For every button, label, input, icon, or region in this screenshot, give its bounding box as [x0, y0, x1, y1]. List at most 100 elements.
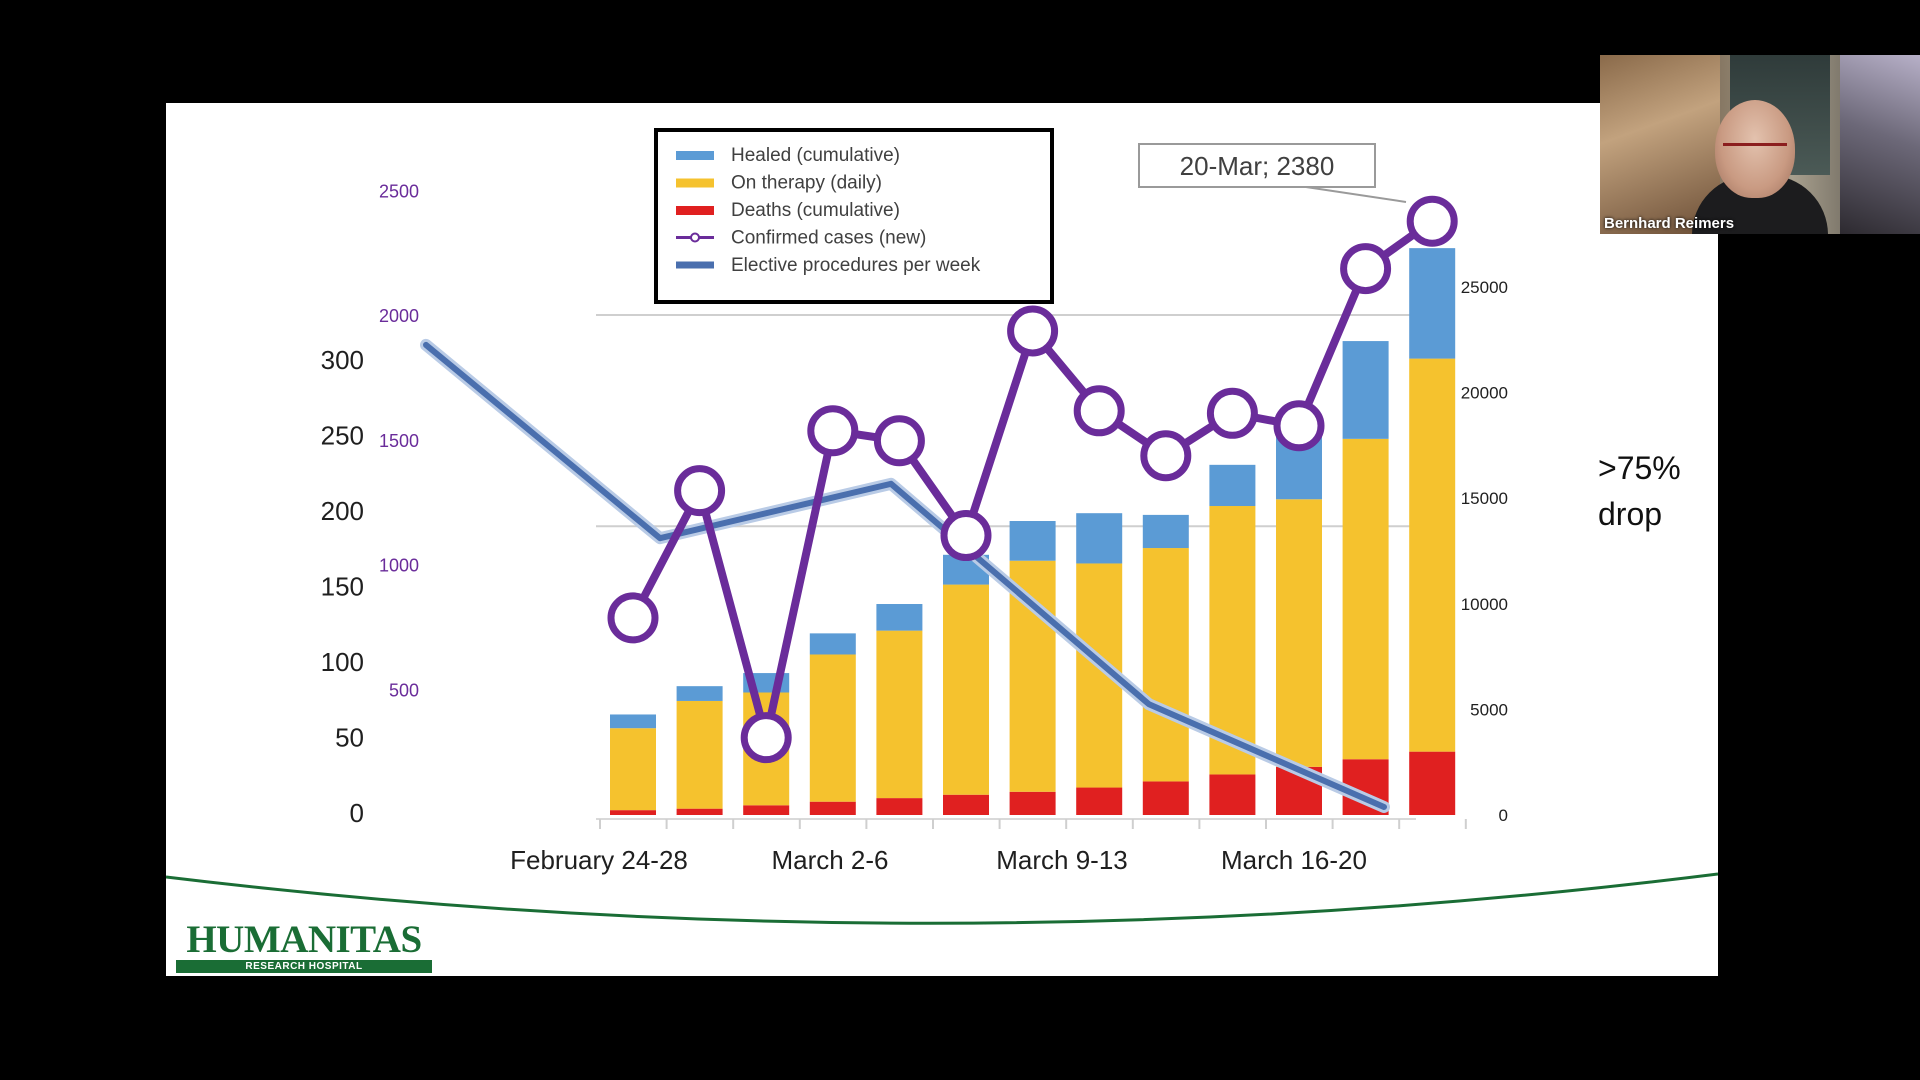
bar-stack: [876, 604, 923, 815]
on-therapy-bar: [943, 584, 989, 795]
confirmed-cases-marker: [607, 592, 659, 644]
confirmed-cases-marker: [1140, 430, 1192, 482]
right-axis-tick: 0: [1499, 806, 1508, 825]
confirmed-cases-marker: [940, 510, 992, 562]
bar-value-axis: 0 5000 10000 15000 20000 25000: [1461, 278, 1508, 825]
deaths-bar: [876, 798, 923, 815]
deaths-bar: [1009, 791, 1056, 815]
bar-stack: [1342, 341, 1389, 815]
deaths-bar: [1076, 787, 1123, 815]
x-axis-label: March 16-20: [1221, 845, 1367, 875]
footer-swoosh: [166, 872, 1718, 925]
cases-axis-tick: 1000: [379, 556, 419, 576]
deaths-bar: [743, 805, 790, 815]
cases-axis-tick: 2500: [379, 181, 419, 201]
confirmed-cases-marker: [807, 405, 859, 457]
confirmed-cases-marker: [1406, 195, 1458, 247]
right-axis-tick: 10000: [1461, 595, 1508, 614]
legend-swatch: [676, 206, 714, 215]
callout-label: 20-Mar; 2380: [1180, 151, 1335, 181]
confirmed-cases-marker: [1206, 387, 1258, 439]
legend-label: Deaths (cumulative): [731, 200, 900, 221]
healed-bar: [1209, 464, 1256, 507]
on-therapy-bar: [809, 654, 856, 802]
legend-swatch: [676, 151, 714, 160]
legend-label: Healed (cumulative): [731, 145, 900, 166]
procedures-line: [423, 341, 1387, 810]
participant-video-tile[interactable]: Bernhard Reimers: [1600, 55, 1920, 234]
drop-annotation: >75% drop: [1598, 450, 1681, 532]
on-therapy-bar: [876, 630, 923, 799]
on-therapy-bar: [676, 700, 723, 809]
deaths-bar: [943, 794, 989, 815]
healed-bar: [676, 686, 723, 701]
slide: 0 50 100 150 200 250 300 500 1000 1500 2000 2500 0…: [166, 103, 1718, 976]
confirmed-cases-axis: 500 1000 1500 2000 2500: [379, 181, 419, 700]
healed-bar: [1409, 248, 1456, 359]
on-therapy-bar: [1276, 499, 1322, 767]
deaths-bar: [1409, 751, 1456, 815]
background-painting-right: [1840, 55, 1920, 234]
cases-axis-tick: 2000: [379, 306, 419, 326]
procedures-axis-tick: 50: [335, 723, 364, 753]
participant-head: [1715, 100, 1795, 198]
procedures-axis-tick: 0: [350, 798, 364, 828]
deaths-bar: [1142, 781, 1189, 815]
healed-bar: [1009, 521, 1056, 561]
confirmed-cases-marker: [1073, 385, 1125, 437]
bar-stack: [1409, 248, 1456, 815]
right-axis-tick: 5000: [1470, 700, 1508, 719]
deaths-bar: [1209, 774, 1256, 815]
chart: 0 50 100 150 200 250 300 500 1000 1500 2000 2500 0…: [166, 128, 1718, 925]
on-therapy-bar: [610, 728, 656, 811]
callout: 20-Mar; 2380: [1138, 143, 1407, 203]
confirmed-cases-marker: [1273, 400, 1325, 452]
bar-stack: [1142, 514, 1189, 815]
confirmed-cases-marker: [1340, 243, 1392, 295]
participant-glasses: [1723, 143, 1787, 160]
logo-wordmark: HUMANITAS: [186, 918, 422, 961]
participant-name-label: Bernhard Reimers: [1604, 215, 1735, 232]
procedures-axis-tick: 200: [321, 496, 364, 526]
bar-stack: [676, 686, 723, 815]
procedures-axis-tick: 100: [321, 647, 364, 677]
legend-swatch-marker: [690, 232, 700, 243]
deaths-bar: [809, 801, 856, 815]
x-axis-label: March 2-6: [771, 845, 888, 875]
cases-axis-tick: 1500: [379, 431, 419, 451]
healed-bar: [1342, 341, 1389, 439]
procedures-axis-tick: 250: [321, 421, 364, 451]
legend: Healed (cumulative) On therapy (daily) Dea…: [654, 128, 1054, 304]
legend-swatch: [676, 178, 714, 188]
legend-label: Elective procedures per week: [731, 255, 981, 276]
confirmed-cases-marker: [1007, 305, 1059, 357]
bar-stack: [1009, 521, 1056, 815]
procedures-axis: 0 50 100 150 200 250 300: [321, 345, 364, 828]
confirmed-cases-marker: [740, 712, 792, 764]
bar-stack: [610, 714, 656, 815]
confirmed-cases-marker: [873, 415, 925, 467]
legend-label: Confirmed cases (new): [731, 228, 926, 249]
confirmed-cases-line: [607, 195, 1458, 764]
bar-stack: [809, 633, 856, 815]
right-axis-tick: 15000: [1461, 489, 1508, 508]
on-therapy-bar: [1342, 438, 1389, 760]
bar-stack: [1209, 464, 1256, 815]
healed-bar: [809, 633, 856, 655]
cases-axis-tick: 500: [389, 680, 419, 700]
right-axis-tick: 25000: [1461, 278, 1508, 297]
legend-label: On therapy (daily): [731, 173, 882, 194]
healed-bar: [1142, 514, 1189, 549]
healed-bar: [1076, 513, 1123, 564]
deaths-bar: [610, 810, 656, 815]
healed-bar: [610, 714, 656, 729]
humanitas-logo: HUMANITAS RESEARCH HOSPITAL: [176, 918, 432, 973]
x-axis-labels: February 24-28 March 2-6 March 9-13 March 1…: [510, 818, 1467, 875]
on-therapy-bar: [1409, 358, 1456, 752]
procedures-axis-tick: 150: [321, 572, 364, 602]
bar-stack: [943, 554, 989, 815]
x-axis-label: February 24-28: [510, 845, 688, 875]
legend-box: [654, 128, 1054, 304]
right-axis-tick: 20000: [1461, 384, 1508, 403]
callout-box: [1138, 143, 1376, 188]
